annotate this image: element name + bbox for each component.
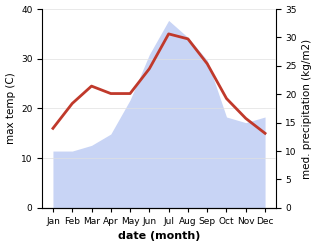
X-axis label: date (month): date (month) [118, 231, 200, 242]
Y-axis label: max temp (C): max temp (C) [5, 73, 16, 144]
Y-axis label: med. precipitation (kg/m2): med. precipitation (kg/m2) [302, 38, 313, 179]
